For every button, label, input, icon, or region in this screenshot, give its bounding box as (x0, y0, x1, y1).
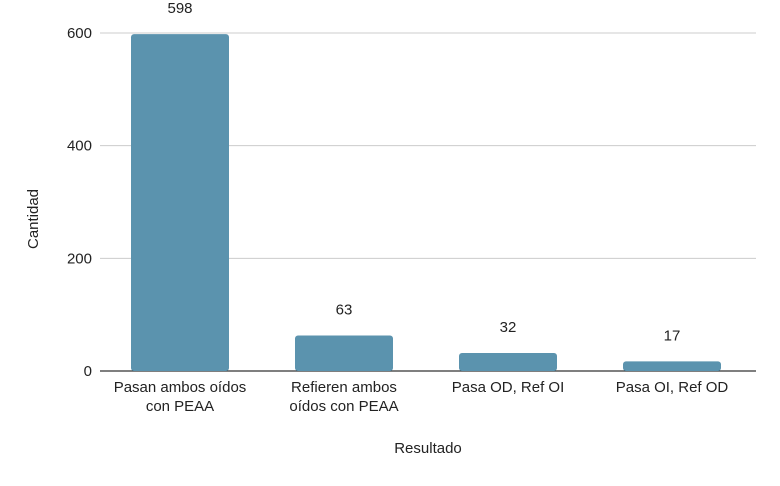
tick-labels: 0 200 400 600 Pasan ambos oídos con PEAA Refie… (67, 25, 728, 415)
x-tick-label: Pasan ambos oídos con PEAA (114, 379, 247, 415)
x-tick-label: Pasa OI, Ref OD (616, 379, 729, 396)
bars (131, 34, 721, 371)
bar (623, 361, 721, 371)
y-tick-label: 0 (84, 363, 92, 380)
bar (131, 34, 229, 371)
data-label: 32 (500, 319, 517, 336)
data-label: 17 (664, 327, 681, 344)
y-tick-label: 400 (67, 138, 92, 155)
data-labels: 598 63 32 17 (167, 0, 680, 344)
x-tick-label: Refieren ambos oídos con PEAA (289, 379, 398, 415)
data-label: 63 (336, 302, 353, 319)
x-axis-title: Resultado (394, 440, 462, 457)
y-tick-label: 200 (67, 250, 92, 267)
y-axis-title: Cantidad (25, 189, 42, 249)
bar (459, 352, 557, 371)
y-tick-label: 600 (67, 25, 92, 42)
bar (295, 335, 393, 371)
data-label: 598 (167, 0, 192, 17)
x-tick-label: Pasa OD, Ref OI (452, 379, 565, 396)
